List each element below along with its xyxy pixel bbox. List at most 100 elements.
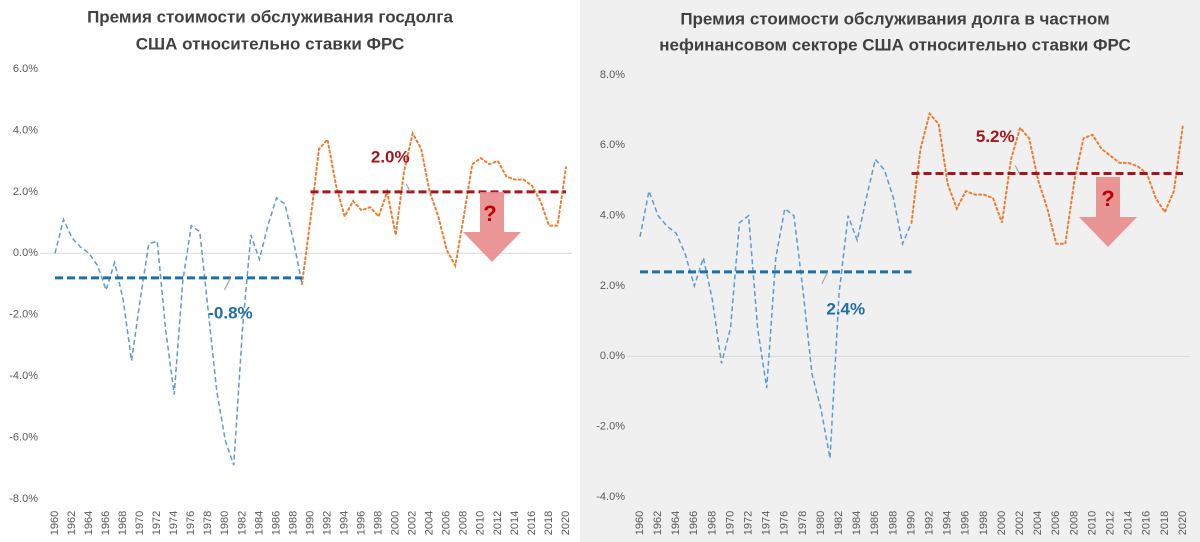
- y-tick-label: 4.0%: [600, 210, 625, 222]
- x-tick-label: 1998: [373, 511, 385, 535]
- x-tick-label: 1976: [185, 511, 197, 535]
- question-mark: ?: [483, 201, 496, 226]
- x-tick-label: 2006: [441, 511, 453, 535]
- x-tick-label: 1984: [253, 511, 265, 535]
- x-tick-label: 1994: [942, 511, 954, 535]
- y-tick-label: 2.0%: [600, 280, 625, 292]
- y-tick-label: -6.0%: [9, 431, 38, 443]
- leader-line: [224, 277, 231, 291]
- mean-label: 2.4%: [826, 299, 865, 318]
- y-tick-label: -8.0%: [9, 493, 38, 505]
- y-tick-label: 0.0%: [13, 247, 38, 259]
- x-tick-label: 1966: [100, 511, 112, 535]
- y-tick-label: 8.0%: [600, 69, 625, 81]
- x-tick-label: 1992: [321, 511, 333, 535]
- x-tick-label: 1964: [670, 511, 682, 535]
- y-tick-label: -2.0%: [9, 309, 38, 321]
- x-tick-label: 2002: [407, 511, 419, 535]
- x-tick-label: 1982: [833, 511, 845, 535]
- mean-label: 2.0%: [371, 147, 410, 166]
- x-tick-label: 1966: [688, 511, 700, 535]
- x-tick-label: 2012: [492, 511, 504, 535]
- x-tick-label: 1990: [905, 511, 917, 535]
- chart-title: США относительно ставки ФРС: [136, 34, 404, 53]
- right-panel: [580, 0, 1200, 542]
- x-tick-label: 1970: [134, 511, 146, 535]
- x-tick-label: 1986: [270, 511, 282, 535]
- x-tick-label: 1974: [168, 511, 180, 535]
- x-tick-label: 1972: [743, 511, 755, 535]
- x-tick-label: 1986: [869, 511, 881, 535]
- x-tick-label: 2016: [526, 511, 538, 535]
- y-tick-label: 4.0%: [13, 124, 38, 136]
- x-tick-label: 1976: [779, 511, 791, 535]
- x-tick-label: 1978: [797, 511, 809, 535]
- x-tick-label: 2004: [1032, 511, 1044, 535]
- x-tick-label: 1968: [706, 511, 718, 535]
- x-tick-label: 1988: [287, 511, 299, 535]
- y-tick-label: 0.0%: [600, 350, 625, 362]
- x-tick-label: 1960: [49, 511, 61, 535]
- x-tick-label: 1962: [66, 511, 78, 535]
- x-tick-label: 1960: [634, 511, 646, 535]
- x-tick-label: 2000: [996, 511, 1008, 535]
- x-tick-label: 1996: [356, 511, 368, 535]
- leader-line: [1014, 165, 1020, 174]
- chart-title: нефинансовом секторе США относительно ст…: [659, 35, 1130, 54]
- x-tick-label: 1980: [219, 511, 231, 535]
- question-mark: ?: [1101, 186, 1114, 211]
- data-line: [910, 111, 1184, 245]
- x-tick-label: 2010: [1086, 511, 1098, 535]
- x-tick-label: 1988: [887, 511, 899, 535]
- x-tick-label: 1980: [815, 511, 827, 535]
- y-tick-label: 6.0%: [13, 63, 38, 75]
- x-tick-label: 2014: [509, 511, 521, 535]
- left-panel: [0, 0, 580, 542]
- chart-title: Премия стоимости обслуживания долга в ча…: [680, 9, 1109, 28]
- x-tick-label: 1964: [83, 511, 95, 535]
- data-line: [54, 196, 303, 466]
- x-tick-label: 1994: [338, 511, 350, 535]
- mean-label: -0.8%: [208, 303, 252, 322]
- x-tick-label: 1972: [151, 511, 163, 535]
- x-tick-label: 1962: [652, 511, 664, 535]
- x-tick-label: 1998: [978, 511, 990, 535]
- y-tick-label: -4.0%: [596, 491, 625, 503]
- chart-title: Премия стоимости обслуживания госдолга: [87, 7, 453, 26]
- x-tick-label: 2010: [475, 511, 487, 535]
- x-tick-label: 2008: [1068, 511, 1080, 535]
- x-tick-label: 2006: [1050, 511, 1062, 535]
- x-tick-label: 1982: [236, 511, 248, 535]
- leader-line: [405, 183, 411, 193]
- x-tick-label: 2020: [560, 511, 572, 535]
- x-tick-label: 2020: [1177, 511, 1189, 535]
- x-tick-label: 2018: [543, 511, 555, 535]
- x-tick-label: 2004: [424, 511, 436, 535]
- x-tick-label: 1992: [924, 511, 936, 535]
- x-tick-label: 1984: [851, 511, 863, 535]
- x-tick-label: 2016: [1141, 511, 1153, 535]
- y-tick-label: -2.0%: [596, 421, 625, 433]
- x-tick-label: 2014: [1123, 511, 1135, 535]
- x-tick-label: 1978: [202, 511, 214, 535]
- down-arrow: [1079, 177, 1137, 247]
- x-tick-label: 2012: [1105, 511, 1117, 535]
- x-tick-label: 1970: [724, 511, 736, 535]
- data-line: [639, 157, 913, 459]
- y-tick-label: 2.0%: [13, 186, 38, 198]
- x-tick-label: 1974: [761, 511, 773, 535]
- x-tick-label: 2000: [390, 511, 402, 535]
- data-line: [301, 130, 567, 285]
- x-tick-label: 2002: [1014, 511, 1026, 535]
- leader-line: [821, 271, 829, 285]
- down-arrow: [463, 192, 521, 262]
- x-tick-label: 1968: [117, 511, 129, 535]
- x-tick-label: 1990: [304, 511, 316, 535]
- y-tick-label: -4.0%: [9, 370, 38, 382]
- x-tick-label: 2008: [458, 511, 470, 535]
- x-tick-label: 1996: [960, 511, 972, 535]
- x-tick-label: 2018: [1159, 511, 1171, 535]
- mean-label: 5.2%: [976, 127, 1015, 146]
- y-tick-label: 6.0%: [600, 139, 625, 151]
